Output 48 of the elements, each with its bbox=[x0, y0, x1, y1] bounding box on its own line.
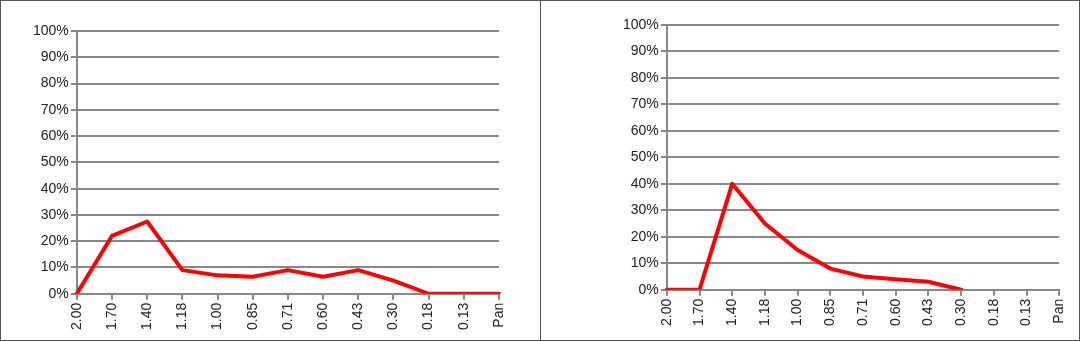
x-tick-label: 0.30 bbox=[384, 302, 401, 330]
x-tick-label: 1.40 bbox=[723, 298, 740, 326]
x-tick-label: 0.13 bbox=[454, 302, 471, 330]
x-tick-label: 1.18 bbox=[755, 298, 772, 326]
y-tick-label: 70% bbox=[40, 100, 69, 117]
x-tick-label: 0.30 bbox=[951, 298, 968, 326]
x-tick-label: 0.18 bbox=[419, 302, 436, 330]
y-tick-label: 80% bbox=[40, 74, 69, 91]
x-tick-label: 0.18 bbox=[984, 298, 1001, 326]
y-tick-label: 50% bbox=[630, 148, 659, 165]
x-tick-label: 2.00 bbox=[67, 302, 84, 330]
y-tick-label: 40% bbox=[40, 179, 69, 196]
x-tick-label: 0.71 bbox=[278, 302, 295, 330]
x-tick-label: Pan bbox=[489, 302, 506, 328]
y-tick-label: 40% bbox=[630, 174, 659, 191]
y-tick-label: 20% bbox=[630, 227, 659, 244]
y-tick-label: 60% bbox=[40, 126, 69, 143]
y-tick-label: 30% bbox=[630, 201, 659, 218]
x-tick-label: 0.71 bbox=[853, 298, 870, 326]
x-tick-label: Pan bbox=[1050, 298, 1067, 324]
x-tick-label: 1.00 bbox=[208, 302, 225, 330]
y-tick-label: 20% bbox=[40, 232, 69, 249]
x-tick-label: 2.00 bbox=[657, 298, 674, 326]
y-tick-label: 0% bbox=[638, 280, 659, 297]
x-tick-label: 0.43 bbox=[919, 298, 936, 326]
y-tick-label: 10% bbox=[630, 254, 659, 271]
x-tick-label: 0.13 bbox=[1017, 298, 1034, 326]
y-tick-label: 70% bbox=[630, 95, 659, 112]
x-tick-label: 1.70 bbox=[102, 302, 119, 330]
x-tick-label: 0.60 bbox=[313, 302, 330, 330]
x-tick-label: 0.85 bbox=[243, 302, 260, 330]
y-tick-label: 100% bbox=[622, 15, 659, 32]
x-tick-label: 0.60 bbox=[886, 298, 903, 326]
y-tick-label: 10% bbox=[40, 258, 69, 275]
x-tick-label: 1.40 bbox=[138, 302, 155, 330]
x-tick-label: 1.70 bbox=[690, 298, 707, 326]
y-tick-label: 50% bbox=[40, 153, 69, 170]
y-tick-label: 90% bbox=[40, 48, 69, 65]
x-tick-label: 1.00 bbox=[788, 298, 805, 326]
y-tick-label: 80% bbox=[630, 68, 659, 85]
x-tick-label: 0.43 bbox=[349, 302, 366, 330]
y-tick-label: 0% bbox=[48, 284, 69, 301]
y-tick-label: 60% bbox=[630, 121, 659, 138]
x-tick-label: 0.85 bbox=[821, 298, 838, 326]
y-tick-label: 100% bbox=[32, 21, 69, 38]
y-tick-label: 90% bbox=[630, 42, 659, 59]
x-tick-label: 1.18 bbox=[173, 302, 190, 330]
y-tick-label: 30% bbox=[40, 205, 69, 222]
